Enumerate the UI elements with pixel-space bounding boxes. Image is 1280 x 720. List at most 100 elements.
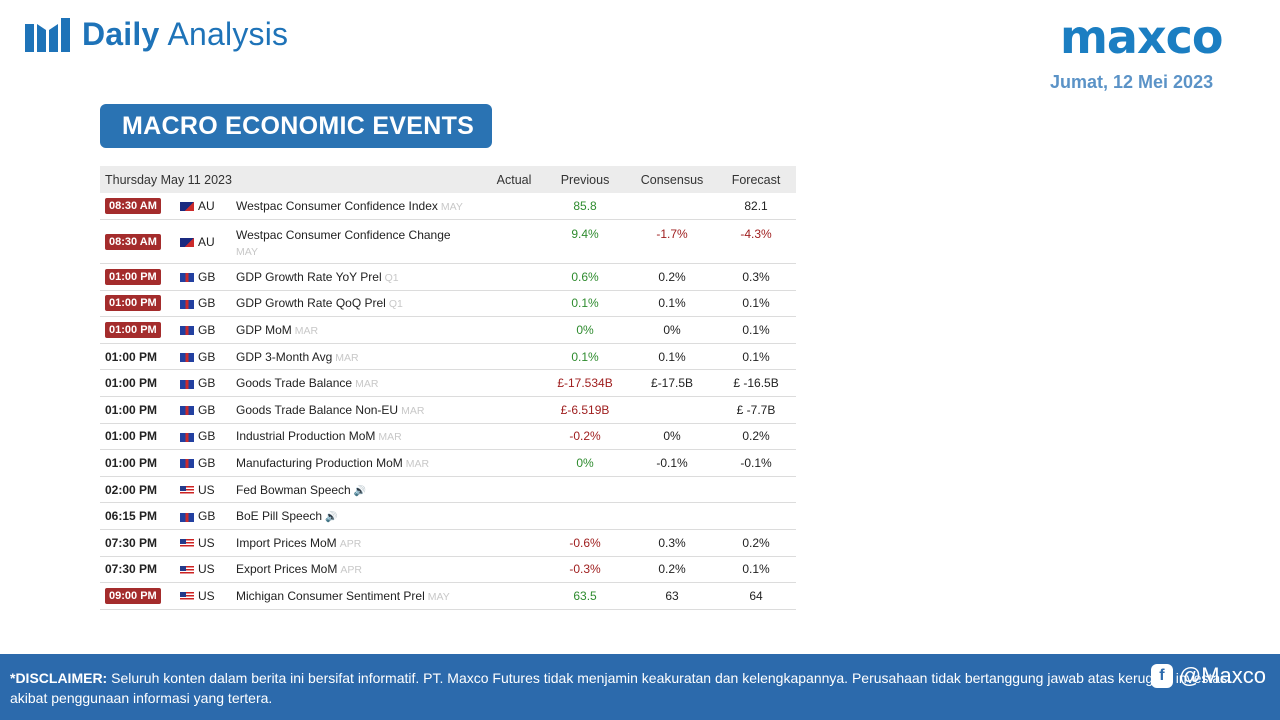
table-row[interactable]: 08:30 AM AU Westpac Consumer Confidence In… [100, 193, 797, 221]
event-period: MAY [440, 201, 463, 214]
event-name[interactable]: GDP MoM [236, 323, 292, 338]
table-row[interactable]: 09:00 PM US Michigan Consumer Sentiment Pr… [100, 582, 797, 610]
event-time-cell: 09:00 PM [100, 582, 180, 610]
event-cell: Import Prices MoM APR [232, 529, 487, 557]
speaker-icon: 🔊 [353, 485, 367, 497]
flag-gb-icon [180, 512, 194, 522]
event-name[interactable]: Westpac Consumer Confidence Change [236, 228, 451, 243]
event-name[interactable]: Manufacturing Production MoM [236, 456, 403, 471]
event-period: MAR [355, 378, 379, 391]
event-time: 02:00 PM [105, 482, 158, 497]
consensus-value: 0.2% [628, 263, 717, 291]
actual-value [486, 556, 543, 584]
table-row[interactable]: 01:00 PM GB GDP Growth Rate YoY Prel Q1 0.6%… [100, 263, 797, 291]
forecast-value [716, 476, 797, 504]
consensus-value: -1.7% [628, 219, 717, 265]
country-code: GB [198, 376, 216, 391]
event-time: 01:00 PM [105, 349, 158, 364]
event-time-cell: 08:30 AM [100, 193, 180, 221]
table-row[interactable]: 01:00 PM GB Goods Trade Balance Non-EU MAR £… [100, 396, 797, 424]
forecast-value: 0.2% [716, 423, 797, 451]
event-name[interactable]: GDP Growth Rate YoY Prel [236, 269, 382, 284]
table-row[interactable]: 01:00 PM GB Industrial Production MoM MAR -0… [100, 423, 797, 451]
event-cell: GDP 3-Month Avg MAR [232, 343, 487, 371]
actual-value [486, 396, 543, 424]
event-name[interactable]: Michigan Consumer Sentiment Prel [236, 589, 425, 604]
calendar-body: 08:30 AM AU Westpac Consumer Confidence In… [100, 193, 797, 610]
previous-value [542, 476, 629, 504]
table-row[interactable]: 01:00 PM GB GDP 3-Month Avg MAR 0.1% 0.1% 0.1% [100, 343, 797, 371]
event-period: MAR [401, 404, 425, 417]
previous-value: £-6.519B [542, 396, 629, 424]
event-name[interactable]: Import Prices MoM [236, 535, 337, 550]
table-row[interactable]: 01:00 PM GB Manufacturing Production MoM MA… [100, 449, 797, 477]
forecast-value [716, 502, 797, 531]
social-handle[interactable]: f @Maxco [1150, 664, 1266, 688]
column-forecast: Forecast [716, 166, 797, 193]
event-cell: GDP MoM MAR [232, 316, 487, 344]
previous-value: 0% [542, 449, 629, 477]
consensus-value [628, 396, 717, 424]
flag-gb-icon [180, 299, 194, 309]
event-name[interactable]: Goods Trade Balance [236, 376, 353, 391]
event-time: 01:00 PM [105, 429, 158, 444]
flag-gb-icon [180, 406, 194, 416]
country-cell: GB [180, 343, 232, 371]
event-time-cell: 01:00 PM [100, 263, 180, 291]
flag-gb-icon [180, 459, 194, 469]
event-name[interactable]: Export Prices MoM [236, 562, 338, 577]
country-code: GB [198, 456, 216, 471]
previous-value: 85.8 [542, 193, 629, 221]
table-row[interactable]: 02:00 PM US Fed Bowman Speech 🔊 [100, 476, 797, 504]
country-code: GB [198, 509, 216, 524]
actual-value [486, 290, 543, 318]
previous-value: -0.2% [542, 423, 629, 451]
event-name[interactable]: GDP Growth Rate QoQ Prel [236, 296, 386, 311]
event-time: 01:00 PM [105, 402, 158, 417]
event-cell: Manufacturing Production MoM MAR [232, 449, 487, 477]
table-row[interactable]: 06:15 PM GB BoE Pill Speech 🔊 [100, 502, 797, 531]
event-name[interactable]: Westpac Consumer Confidence Index [236, 199, 438, 214]
flag-us-icon [180, 485, 194, 495]
column-actual: Actual [486, 166, 543, 193]
table-row[interactable]: 07:30 PM US Export Prices MoM APR -0.3% 0.2% 0… [100, 556, 797, 584]
event-time-cell: 01:00 PM [100, 369, 180, 398]
actual-value [486, 582, 543, 610]
table-row[interactable]: 08:30 AM AU Westpac Consumer Confidence Ch… [100, 219, 797, 265]
event-name[interactable]: BoE Pill Speech [236, 509, 323, 524]
table-row[interactable]: 01:00 PM GB GDP Growth Rate QoQ Prel Q1 0.1%… [100, 290, 797, 318]
event-time-badge: 08:30 AM [105, 233, 161, 250]
event-time-cell: 01:00 PM [100, 343, 180, 371]
event-name[interactable]: Industrial Production MoM [236, 429, 376, 444]
flag-us-icon [180, 539, 194, 549]
flag-gb-icon [180, 432, 194, 442]
consensus-value: -0.1% [628, 449, 717, 477]
country-code: US [198, 482, 215, 497]
event-cell: GDP Growth Rate QoQ Prel Q1 [232, 290, 487, 318]
event-name[interactable]: GDP 3-Month Avg [236, 349, 333, 364]
previous-value: 0.1% [542, 343, 629, 371]
actual-value [486, 316, 543, 344]
table-row[interactable]: 07:30 PM US Import Prices MoM APR -0.6% 0.3% 0… [100, 529, 797, 557]
report-date: Jumat, 12 Mei 2023 [1050, 72, 1214, 92]
event-cell: Goods Trade Balance Non-EU MAR [232, 396, 487, 424]
table-row[interactable]: 01:00 PM GB GDP MoM MAR 0% 0% 0.1% [100, 316, 797, 344]
table-row[interactable]: 01:00 PM GB Goods Trade Balance MAR £-17.534… [100, 369, 797, 398]
forecast-value: 0.2% [716, 529, 797, 557]
event-name[interactable]: Goods Trade Balance Non-EU [236, 402, 399, 417]
previous-value: 0.1% [542, 290, 629, 318]
actual-value [486, 193, 543, 221]
forecast-value: -4.3% [716, 219, 797, 265]
event-time: 01:00 PM [105, 456, 158, 471]
forecast-value: 0.1% [716, 290, 797, 318]
flag-au-icon [180, 202, 194, 212]
forecast-value: £ -7.7B [716, 396, 797, 424]
event-name[interactable]: Fed Bowman Speech [236, 482, 351, 497]
disclaimer-footer: *DISCLAIMER: Seluruh konten dalam berita… [0, 654, 1280, 720]
facebook-icon: f [1150, 664, 1173, 688]
consensus-value: 0% [628, 423, 717, 451]
event-cell: Westpac Consumer Confidence Change MAY [232, 219, 487, 265]
event-time-cell: 07:30 PM [100, 556, 180, 584]
title-bold: Daily [82, 15, 160, 52]
event-period: MAR [294, 325, 319, 338]
